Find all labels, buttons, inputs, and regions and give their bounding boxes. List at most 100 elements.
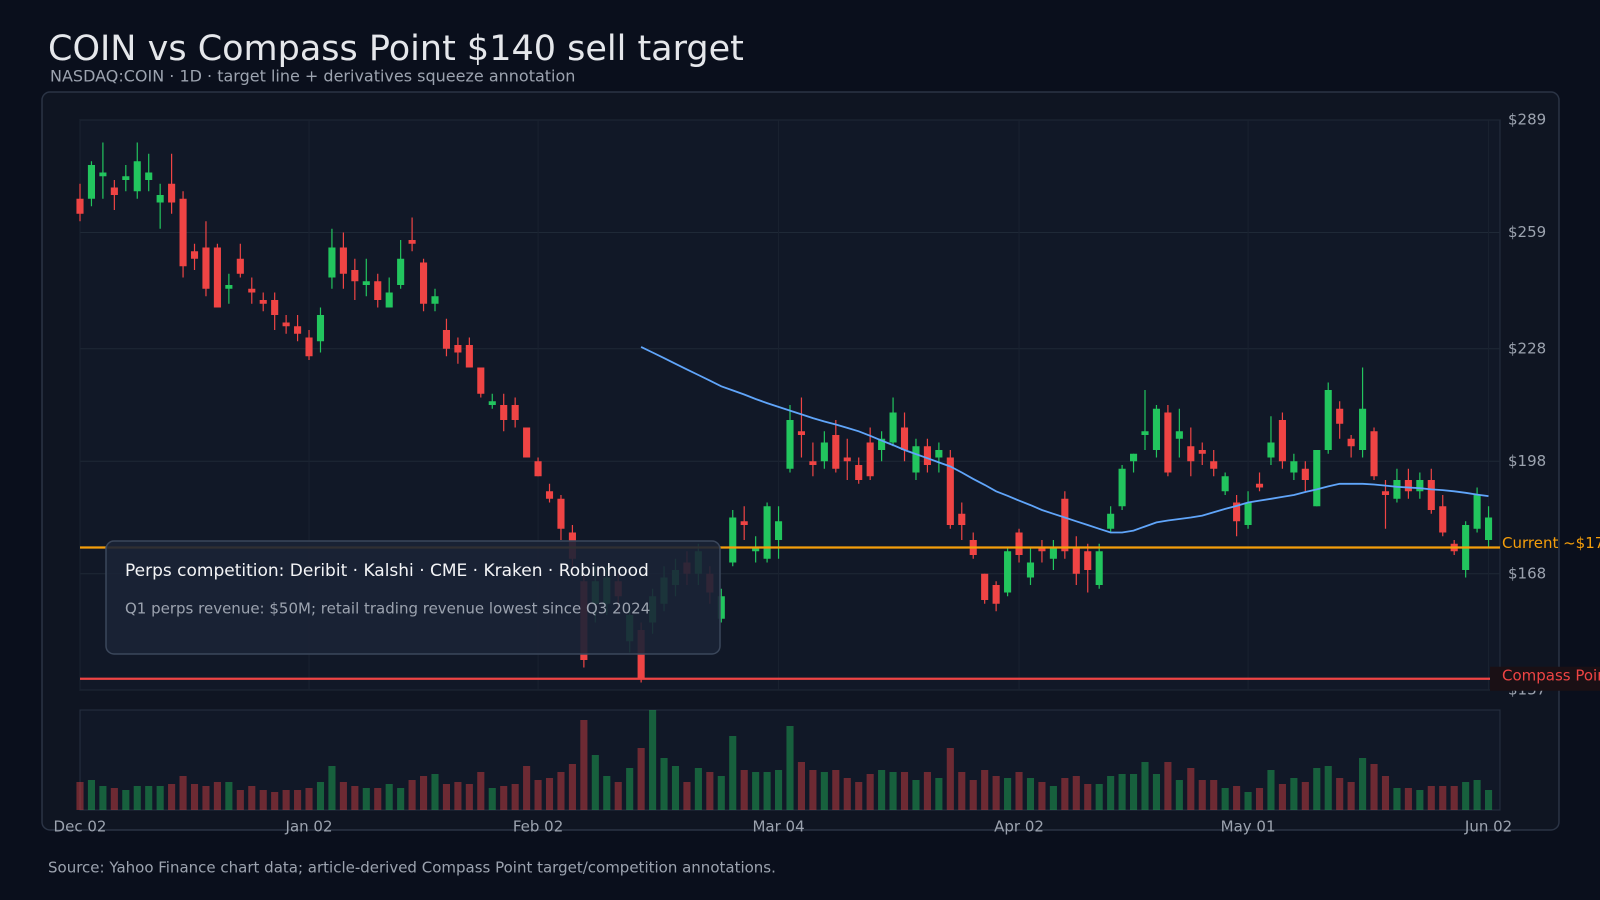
x-tick-label: Apr 02 (994, 818, 1044, 836)
volume-bar (511, 784, 519, 810)
candle-body (374, 281, 382, 300)
volume-bar (683, 782, 691, 810)
volume-bar (488, 788, 496, 810)
candle-body (316, 315, 325, 342)
candle-body (1198, 450, 1206, 454)
volume-bar (454, 782, 462, 810)
volume-bar (294, 790, 302, 810)
volume-bar (1129, 774, 1138, 810)
volume-bar (969, 780, 977, 810)
candle-body (397, 258, 405, 285)
volume-bars (76, 710, 1493, 810)
volume-bar (752, 772, 760, 810)
candle-body (511, 405, 519, 420)
volume-bar (923, 772, 931, 810)
candle-body (797, 431, 806, 435)
candle-body (305, 337, 313, 357)
candle-body (110, 187, 118, 195)
candle-body (923, 446, 931, 465)
volume-bar (1072, 776, 1080, 810)
volume-bar (706, 772, 714, 810)
label-background (1490, 666, 1600, 691)
volume-bar (1118, 774, 1126, 810)
candle-body (1187, 446, 1195, 462)
candle-body (534, 461, 542, 477)
candle-body (889, 412, 897, 443)
candle-body (385, 292, 393, 308)
volume-bar (385, 784, 393, 810)
candle-body (1061, 498, 1069, 552)
candle-body (1244, 502, 1252, 525)
candle-body (213, 247, 221, 308)
volume-bar (523, 766, 531, 810)
volume-bar (156, 786, 164, 810)
volume-bar (500, 786, 508, 810)
candle-body (271, 300, 279, 315)
candle-body (946, 457, 954, 525)
volume-bar (1278, 784, 1286, 810)
volume-bar (397, 788, 405, 810)
volume-bar (374, 788, 382, 810)
volume-bar (1152, 774, 1161, 810)
candle-body (981, 573, 989, 600)
volume-bar (145, 786, 153, 810)
volume-bar (1324, 766, 1332, 810)
volume-bar (236, 790, 244, 810)
candle-body (133, 161, 141, 192)
volume-bar (935, 778, 943, 810)
x-tick-label: Jun 02 (1464, 818, 1512, 836)
volume-bar (580, 720, 588, 810)
volume-bar (202, 786, 210, 810)
candle-body (557, 498, 565, 529)
volume-bar (1462, 782, 1470, 810)
volume-bar (316, 782, 325, 810)
volume-bar (820, 772, 828, 810)
volume-bar (190, 784, 199, 810)
candle-body (168, 183, 176, 203)
candle-body (282, 322, 290, 327)
candle-body (1210, 461, 1218, 469)
volume-bar (110, 788, 118, 810)
volume-bar (832, 770, 840, 810)
candle-body (1381, 491, 1390, 495)
candle-body (1233, 502, 1241, 522)
volume-bar (1198, 780, 1206, 810)
candle-body (156, 195, 164, 203)
volume-bar (958, 772, 966, 810)
candle-body (294, 326, 302, 334)
volume-bar (1187, 768, 1195, 810)
volume-bar (362, 788, 370, 810)
candle-body (1175, 431, 1183, 439)
volume-bar (1370, 764, 1378, 810)
reference-label: Compass Point $140 (1502, 666, 1600, 684)
moving-average (640, 346, 1489, 534)
candle-body (855, 465, 863, 480)
candle-body (99, 172, 107, 177)
candle-body (809, 461, 817, 465)
volume-bar (259, 790, 267, 810)
candle-body (328, 247, 336, 278)
candle-body (1404, 480, 1412, 492)
volume-bar (545, 778, 554, 810)
volume-bar (305, 788, 313, 810)
candle-body (190, 251, 199, 259)
volume-bar (797, 762, 806, 810)
annotation-text: Q1 perps revenue: $50M; retail trading r… (125, 600, 650, 618)
candle-body (1004, 551, 1012, 593)
y-tick-label: $198 (1508, 452, 1546, 470)
candle-body (992, 585, 1000, 604)
candle-body (122, 176, 130, 180)
volume-bar (271, 792, 279, 810)
candle-body (523, 427, 531, 458)
volume-bar (534, 780, 542, 810)
candle-body (1290, 461, 1298, 473)
candle-body (1255, 483, 1264, 488)
volume-bar (591, 755, 599, 810)
candle-body (1427, 480, 1435, 510)
candle-body (351, 270, 359, 282)
chart-title: COIN vs Compass Point $140 sell target (48, 29, 744, 69)
volume-bar (649, 710, 657, 810)
volume-bar (843, 778, 851, 810)
candle-body (1301, 468, 1309, 480)
